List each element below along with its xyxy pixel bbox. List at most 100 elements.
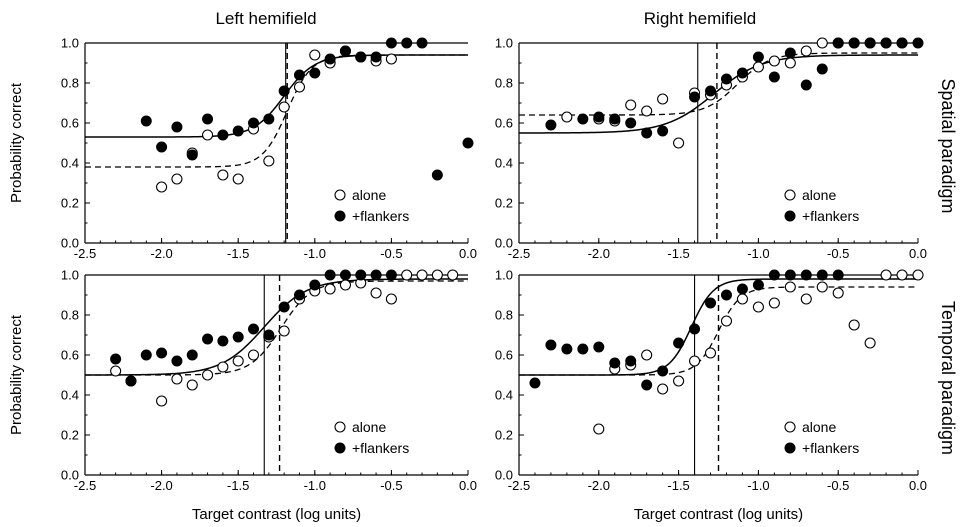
chart-panel-2: -2.5 -2.0 -1.5 -1.0 -0.5 0.0 0.0 0.2 0.4 0.6 0.8 1.… bbox=[495, 36, 927, 262]
data-point-alone bbox=[402, 270, 412, 280]
data-point-flankers bbox=[817, 270, 827, 280]
data-point-alone bbox=[626, 100, 636, 110]
y-tick-label: 1.0 bbox=[495, 268, 513, 283]
x-tick-label: -1.5 bbox=[667, 246, 689, 261]
data-point-flankers bbox=[463, 138, 473, 148]
y-tick-label: 0.6 bbox=[495, 116, 513, 131]
data-point-flankers bbox=[817, 64, 827, 74]
data-point-alone bbox=[310, 50, 320, 60]
y-tick-label: 0.0 bbox=[495, 236, 513, 251]
data-point-flankers bbox=[801, 80, 811, 90]
x-tick-label: -1.0 bbox=[304, 246, 326, 261]
data-point-flankers bbox=[769, 72, 779, 82]
data-point-flankers bbox=[279, 86, 289, 96]
data-point-alone bbox=[203, 370, 213, 380]
data-point-flankers bbox=[371, 52, 381, 62]
data-point-alone bbox=[448, 270, 458, 280]
data-point-alone bbox=[417, 270, 427, 280]
y-tick-label: 0.4 bbox=[61, 156, 79, 171]
data-point-flankers bbox=[203, 114, 213, 124]
data-point-flankers bbox=[141, 116, 151, 126]
x-tick-label: -0.5 bbox=[827, 478, 849, 493]
data-point-alone bbox=[849, 320, 859, 330]
data-point-alone bbox=[371, 288, 381, 298]
legend-label-flankers: +flankers bbox=[802, 208, 859, 224]
data-point-flankers bbox=[578, 344, 588, 354]
x-tick-label: -1.5 bbox=[667, 478, 689, 493]
data-point-flankers bbox=[402, 38, 412, 48]
panels: -2.5 -2.0 -1.5 -1.0 -0.5 0.0 0.0 0.2 0.4 0.6 0.8 1.… bbox=[8, 36, 927, 524]
y-tick-label: 0.0 bbox=[61, 236, 79, 251]
x-tick-label: -0.5 bbox=[380, 246, 402, 261]
data-point-flankers bbox=[626, 118, 636, 128]
legend-marker-flankers bbox=[335, 443, 345, 453]
data-point-flankers bbox=[249, 324, 259, 334]
data-point-flankers bbox=[111, 354, 121, 364]
data-point-alone bbox=[562, 112, 572, 122]
fit-curve-alone bbox=[85, 55, 468, 167]
data-point-flankers bbox=[294, 70, 304, 80]
data-point-flankers bbox=[233, 126, 243, 136]
data-point-flankers bbox=[340, 46, 350, 56]
data-point-alone bbox=[157, 396, 167, 406]
y-tick-label: 0.4 bbox=[61, 388, 79, 403]
data-point-flankers bbox=[690, 324, 700, 334]
y-tick-label: 0.2 bbox=[495, 428, 513, 443]
data-point-flankers bbox=[594, 342, 604, 352]
y-tick-label: 0.4 bbox=[495, 388, 513, 403]
data-point-alone bbox=[897, 270, 907, 280]
row-title-temporal: Temporal paradigm bbox=[938, 301, 958, 455]
y-tick-label: 0.8 bbox=[61, 308, 79, 323]
data-point-flankers bbox=[833, 38, 843, 48]
y-tick-label: 0.2 bbox=[495, 196, 513, 211]
data-point-alone bbox=[642, 350, 652, 360]
data-point-flankers bbox=[785, 48, 795, 58]
legend-label-flankers: +flankers bbox=[802, 440, 859, 456]
data-point-flankers bbox=[218, 336, 228, 346]
data-point-alone bbox=[218, 170, 228, 180]
data-point-flankers bbox=[172, 122, 182, 132]
data-point-alone bbox=[690, 356, 700, 366]
fit-curve-alone bbox=[85, 281, 468, 375]
data-point-alone bbox=[233, 356, 243, 366]
data-point-flankers bbox=[913, 38, 923, 48]
data-point-alone bbox=[340, 280, 350, 290]
data-point-flankers bbox=[233, 332, 243, 342]
data-point-flankers bbox=[249, 118, 259, 128]
x-tick-label: -2.0 bbox=[150, 246, 172, 261]
data-point-flankers bbox=[264, 114, 274, 124]
data-point-alone bbox=[594, 424, 604, 434]
data-point-flankers bbox=[310, 68, 320, 78]
data-point-alone bbox=[658, 384, 668, 394]
data-point-alone bbox=[325, 284, 335, 294]
data-point-flankers bbox=[753, 52, 763, 62]
data-point-alone bbox=[674, 138, 684, 148]
data-point-flankers bbox=[356, 270, 366, 280]
data-point-flankers bbox=[141, 350, 151, 360]
legend-label-alone: alone bbox=[352, 187, 386, 203]
data-point-flankers bbox=[325, 54, 335, 64]
x-tick-label: 0.0 bbox=[459, 246, 477, 261]
data-point-flankers bbox=[865, 38, 875, 48]
data-point-flankers bbox=[264, 330, 274, 340]
data-point-alone bbox=[233, 174, 243, 184]
data-point-flankers bbox=[785, 270, 795, 280]
data-point-alone bbox=[111, 366, 121, 376]
data-point-alone bbox=[801, 294, 811, 304]
data-point-alone bbox=[172, 174, 182, 184]
data-point-flankers bbox=[594, 112, 604, 122]
legend-marker-alone bbox=[785, 422, 795, 432]
data-point-alone bbox=[737, 294, 747, 304]
legend-marker-flankers bbox=[335, 211, 345, 221]
data-point-alone bbox=[294, 82, 304, 92]
col-title-right: Right hemifield bbox=[644, 9, 756, 28]
legend-marker-alone bbox=[785, 190, 795, 200]
x-tick-label: -2.0 bbox=[588, 246, 610, 261]
x-tick-label: 0.0 bbox=[909, 478, 927, 493]
x-axis-label: Target contrast (log units) bbox=[192, 506, 361, 523]
data-point-alone bbox=[785, 58, 795, 68]
data-point-alone bbox=[279, 102, 289, 112]
legend-label-alone: alone bbox=[802, 419, 836, 435]
data-point-alone bbox=[674, 376, 684, 386]
